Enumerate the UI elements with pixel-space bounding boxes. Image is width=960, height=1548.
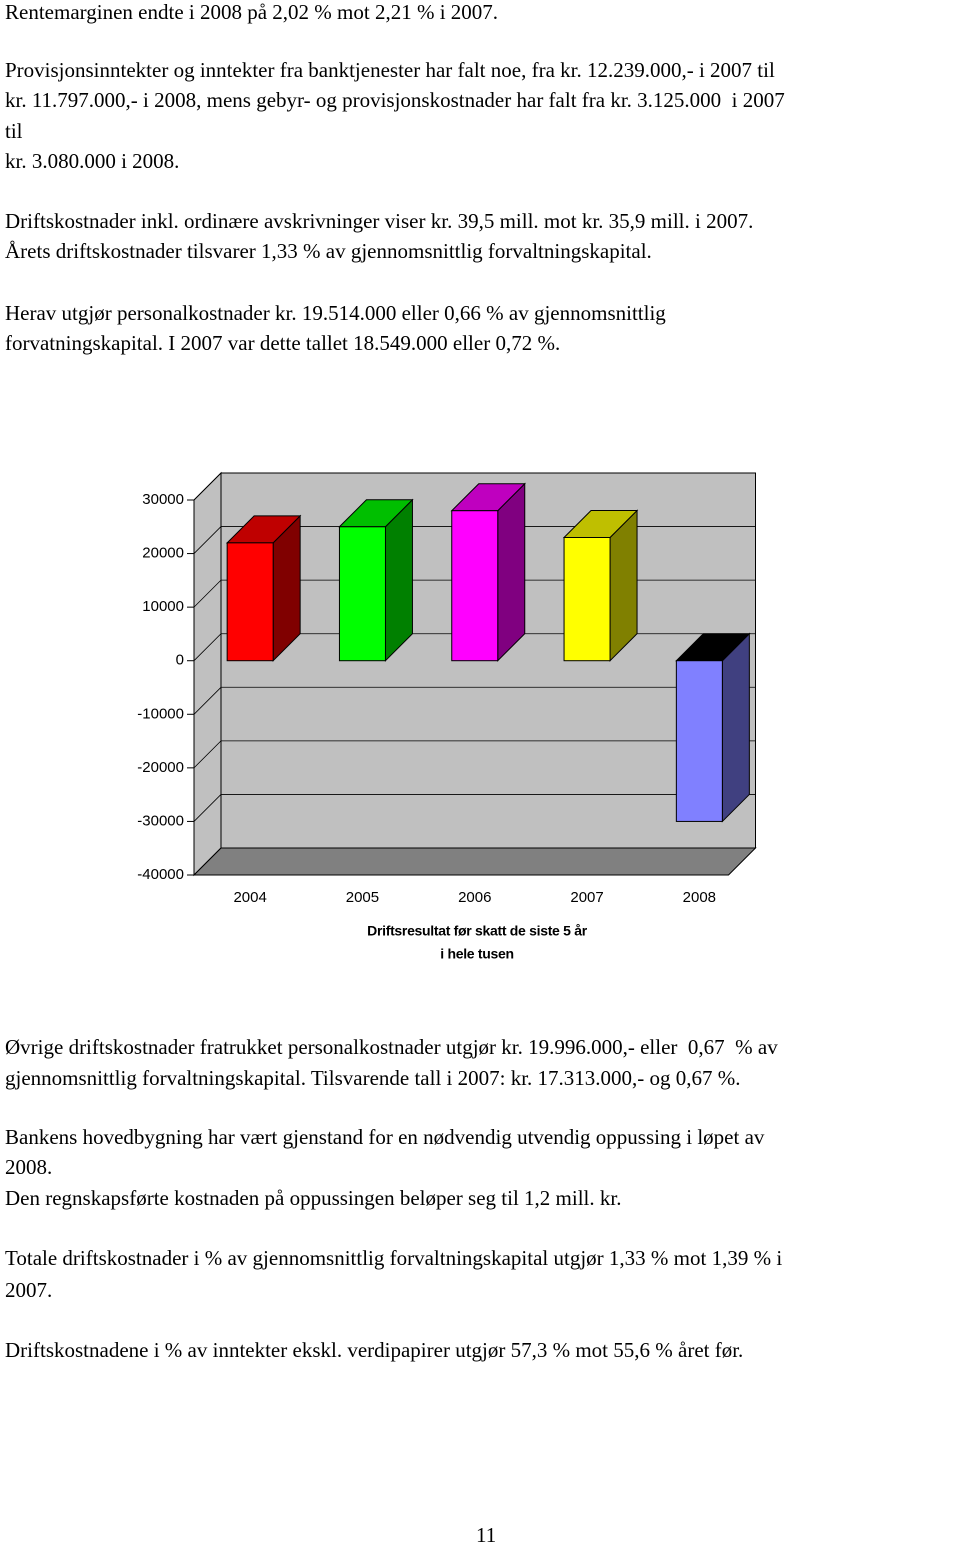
- x-tick-label: 2006: [458, 889, 491, 906]
- text-line: Den regnskapsførte kostnaden på oppussin…: [5, 1186, 622, 1210]
- text-line: Øvrige driftskostnader fratrukket person…: [5, 1035, 778, 1059]
- text-line: Bankens hovedbygning har vært gjenstand …: [5, 1125, 765, 1149]
- y-tick-label: 20000: [142, 545, 184, 562]
- text-line: Rentemarginen endte i 2008 på 2,02 % mot…: [5, 0, 499, 24]
- x-tick-label: 2005: [346, 889, 379, 906]
- x-tick-label: 2008: [683, 889, 716, 906]
- grid-line: [193, 847, 756, 876]
- chart: -40000 -30000 -20000 -10000 0 10000 20000 30000…: [137, 471, 757, 962]
- x-tick-label: 2004: [233, 889, 266, 906]
- text-line: Herav utgjør personalkostnader kr. 19.51…: [5, 301, 666, 325]
- bar: [338, 498, 414, 662]
- y-tick-label: -30000: [137, 812, 184, 829]
- text-line: 2008.: [5, 1155, 53, 1179]
- y-tick-label: -20000: [137, 759, 184, 776]
- grid-line: [193, 686, 756, 715]
- y-tick-label: 10000: [142, 598, 184, 615]
- y-tick-label: -40000: [137, 866, 184, 883]
- bar: [675, 632, 751, 823]
- bar-side: [497, 482, 526, 662]
- bar-front: [338, 526, 386, 662]
- x-axis-title: Driftsresultat før skatt de siste 5 år: [367, 923, 588, 939]
- bar-front: [675, 660, 723, 822]
- bar-side: [384, 498, 413, 662]
- text-line: Driftskostnader inkl. ordinære avskrivni…: [5, 209, 754, 233]
- floor: [192, 847, 757, 876]
- text-line: Årets driftskostnader tilsvarer 1,33 % a…: [5, 239, 652, 263]
- text-line: forvatningskapital. I 2007 var dette tal…: [5, 331, 561, 355]
- bar: [225, 514, 302, 662]
- bar-front: [226, 542, 274, 662]
- grid-line: [193, 794, 756, 822]
- side-wall: [193, 471, 222, 877]
- page-number: 11: [476, 1523, 497, 1547]
- y-tick-label: 0: [176, 652, 184, 669]
- text-line: Provisjonsinntekter og inntekter fra ban…: [5, 58, 775, 82]
- text-line: kr. 3.080.000 i 2008.: [5, 149, 180, 173]
- x-axis-title: i hele tusen: [440, 946, 513, 962]
- bar-front: [451, 510, 499, 662]
- text-line: til: [5, 119, 23, 143]
- text-line: 2007.: [5, 1278, 53, 1302]
- bar: [562, 509, 639, 662]
- y-tick-label: -10000: [137, 705, 184, 722]
- y-tick-label: 30000: [142, 491, 184, 508]
- x-tick-label: 2007: [570, 889, 603, 906]
- bar-side: [721, 632, 750, 823]
- text-line: gjennomsnittlig forvaltningskapital. Til…: [5, 1066, 741, 1090]
- grid-line: [193, 472, 756, 501]
- grid-line: [193, 740, 756, 769]
- text-line: kr. 11.797.000,- i 2008, mens gebyr- og …: [5, 88, 785, 112]
- bar: [450, 482, 526, 662]
- text-line: Totale driftskostnader i % av gjennomsni…: [5, 1246, 783, 1270]
- text-line: Driftskostnadene i % av inntekter ekskl.…: [5, 1338, 744, 1362]
- bar-front: [563, 537, 611, 662]
